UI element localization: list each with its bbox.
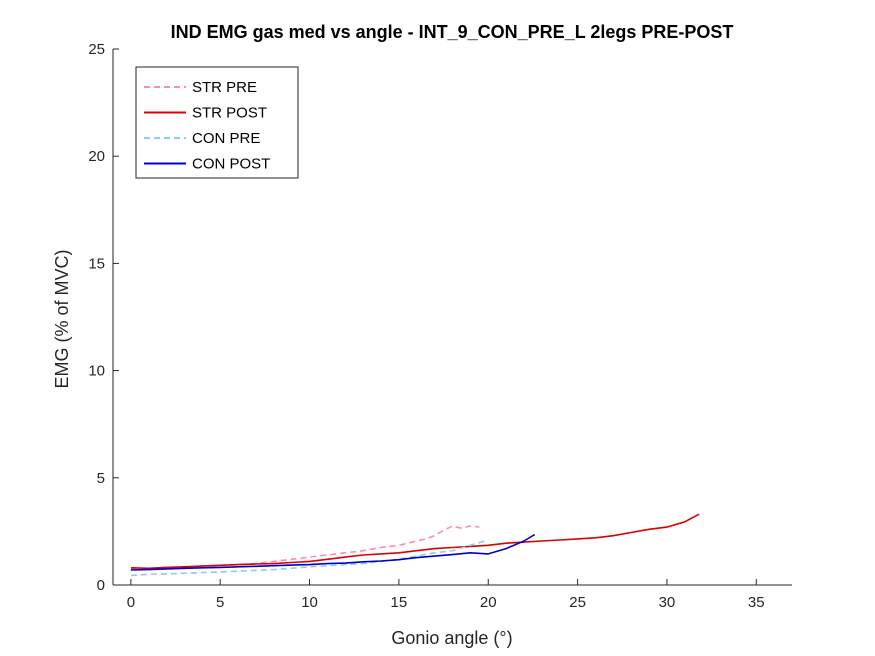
x-axis-label: Gonio angle (°): [391, 628, 512, 648]
y-tick-label: 10: [88, 363, 105, 380]
y-axis-label: EMG (% of MVC): [52, 249, 72, 388]
chart-title: IND EMG gas med vs angle - INT_9_CON_PRE…: [171, 22, 734, 42]
legend-label: STR POST: [192, 105, 267, 122]
series-line-str-post: [130, 513, 700, 570]
x-tick-label: 30: [659, 594, 676, 611]
series-line-con-post: [130, 533, 536, 571]
x-tick-label: 0: [127, 594, 135, 611]
y-tick-label: 5: [97, 470, 105, 487]
x-tick-label: 5: [216, 594, 224, 611]
y-tick-label: 0: [97, 577, 105, 594]
y-tick-label: 20: [88, 148, 105, 165]
x-tick-label: 15: [391, 594, 408, 611]
legend: STR PRE STR POST CON PRE CON POST: [135, 66, 299, 179]
x-tick-label: 10: [301, 594, 318, 611]
legend-label: CON PRE: [192, 130, 260, 147]
x-tick-label: 35: [748, 594, 765, 611]
legend-label: STR PRE: [192, 79, 257, 96]
x-tick-label: 20: [480, 594, 497, 611]
y-tick-label: 25: [88, 41, 105, 58]
legend-box: [135, 66, 299, 179]
y-tick-label: 15: [88, 255, 105, 272]
plot-area: 0 5 10 15 20 25 30 35 0 5 10 15 20 25: [88, 41, 792, 611]
x-tick-label: 25: [569, 594, 586, 611]
legend-label: CON POST: [192, 156, 270, 173]
